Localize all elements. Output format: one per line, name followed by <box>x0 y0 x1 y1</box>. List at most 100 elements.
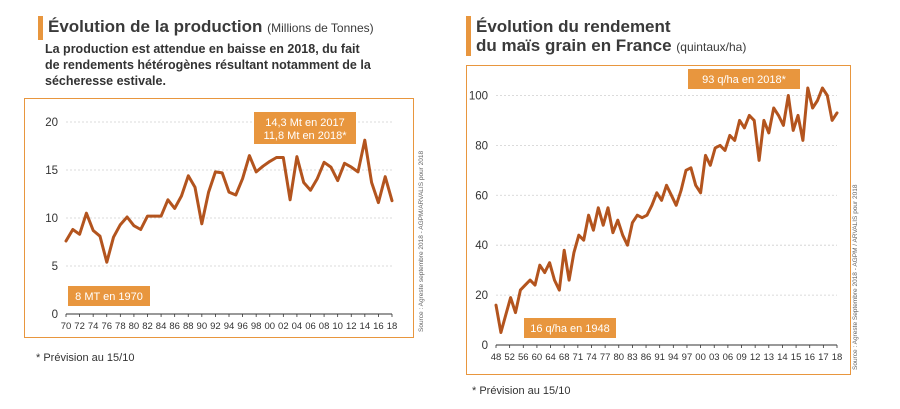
y-tick-label: 10 <box>45 213 58 225</box>
right-footnote: * Prévision au 15/10 <box>472 385 571 397</box>
data-point <box>98 235 102 238</box>
data-point <box>112 236 115 239</box>
data-point <box>187 174 190 177</box>
data-point <box>772 106 775 110</box>
data-point <box>200 222 203 225</box>
x-tick-label: 15 <box>791 352 802 363</box>
data-point <box>811 106 814 110</box>
x-tick-label: 04 <box>292 321 303 332</box>
data-point <box>592 229 595 232</box>
data-point <box>248 154 251 157</box>
annotation-text: 11,8 Mt en 2018* <box>264 130 348 142</box>
x-tick-label: 12 <box>346 321 357 332</box>
data-point <box>587 214 590 217</box>
x-tick-label: 86 <box>641 352 652 363</box>
x-tick-label: 80 <box>129 321 140 332</box>
data-point <box>816 99 819 102</box>
x-tick-label: 14 <box>360 321 371 332</box>
x-tick-label: 96 <box>237 321 248 332</box>
data-point <box>826 94 829 97</box>
data-point <box>153 214 156 218</box>
data-point <box>835 111 839 115</box>
x-tick-label: 74 <box>88 321 99 332</box>
right-chart-title: Évolution du rendement du maïs grain en … <box>476 17 746 57</box>
data-point <box>694 184 697 187</box>
data-point <box>709 164 712 167</box>
data-point <box>268 160 271 163</box>
x-tick-label: 12 <box>750 352 761 363</box>
data-point <box>255 170 258 174</box>
x-tick-label: 16 <box>373 321 384 332</box>
right-title-line2: du maïs grain en France <box>476 36 672 55</box>
x-tick-label: 14 <box>777 352 788 363</box>
data-point <box>704 154 707 157</box>
x-tick-label: 48 <box>491 352 502 363</box>
data-point <box>261 165 265 168</box>
data-point <box>684 169 688 172</box>
series-line <box>494 86 839 334</box>
data-point <box>728 134 731 137</box>
data-point <box>582 239 585 242</box>
data-point <box>316 177 319 180</box>
data-point <box>743 126 746 130</box>
data-point <box>650 204 654 207</box>
data-point <box>757 159 761 162</box>
data-point <box>92 229 95 232</box>
x-tick-label: 88 <box>183 321 194 332</box>
data-point <box>336 179 339 182</box>
data-point <box>295 155 299 158</box>
data-point <box>548 261 551 264</box>
x-tick-label: 91 <box>654 352 665 363</box>
data-point <box>821 86 824 90</box>
annotation-box <box>688 69 800 89</box>
data-point <box>119 223 122 226</box>
data-point <box>801 139 805 142</box>
data-point <box>509 296 512 299</box>
data-point <box>139 228 142 231</box>
x-tick-label: 77 <box>600 352 611 363</box>
y-tick-label: 0 <box>482 340 488 352</box>
data-point <box>241 177 244 180</box>
title-accent-bar <box>466 16 471 56</box>
data-point <box>640 216 644 219</box>
data-point <box>616 219 619 222</box>
right-title-unit: (quintaux/ha) <box>676 40 747 54</box>
data-point <box>558 288 561 292</box>
data-point <box>699 191 702 194</box>
annotation-text: 8 MT en 1970 <box>75 291 143 303</box>
x-tick-label: 56 <box>518 352 529 363</box>
data-point <box>514 311 517 314</box>
data-point <box>193 186 197 189</box>
data-point <box>606 206 610 209</box>
x-tick-label: 00 <box>264 321 275 332</box>
subtitle-line: de rendements hétérogènes résultant nota… <box>45 58 371 72</box>
data-point <box>645 214 649 217</box>
data-point <box>602 224 605 227</box>
data-point <box>528 278 532 282</box>
x-tick-label: 64 <box>545 352 556 363</box>
data-point <box>733 139 736 142</box>
data-point <box>679 189 683 192</box>
data-point <box>670 194 673 197</box>
data-point <box>524 283 527 287</box>
x-tick-label: 98 <box>251 321 262 332</box>
x-tick-label: 92 <box>210 321 221 332</box>
data-point <box>227 190 231 194</box>
data-point <box>718 144 722 147</box>
annotation-box <box>524 318 616 338</box>
annotation-text: 93 q/ha en 2018* <box>702 74 787 86</box>
data-point <box>830 119 834 122</box>
data-point <box>782 124 785 127</box>
subtitle-line: sécheresse estivale. <box>45 74 166 88</box>
data-point <box>753 119 756 122</box>
data-point <box>384 175 387 178</box>
x-tick-label: 83 <box>627 352 638 363</box>
data-point <box>714 146 717 150</box>
data-point <box>767 131 770 135</box>
annotation-box <box>254 112 356 144</box>
data-point <box>214 170 217 174</box>
x-tick-label: 74 <box>586 352 597 363</box>
data-point <box>655 191 658 194</box>
data-point <box>762 119 766 122</box>
